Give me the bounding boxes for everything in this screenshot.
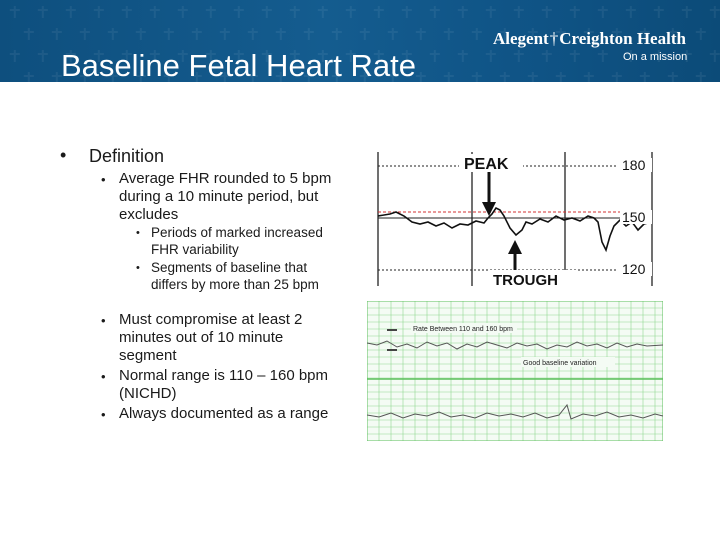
bullet-normal-range: Normal range is 110 – 160 bpm (NICHD) (119, 367, 329, 402)
bullet-icon: • (136, 227, 140, 239)
bullet-sub-variability: Periods of marked increased FHR variabil… (151, 225, 323, 257)
bullet-documented: Always documented as a range (119, 405, 329, 422)
bullet-average: Average FHR rounded to 5 bpm during a 10… (119, 170, 332, 223)
cross-pattern (9, 6, 720, 82)
logo-cross-icon: † (549, 29, 559, 48)
scale-180: 180 (622, 157, 646, 173)
slide-title: Baseline Fetal Heart Rate (61, 48, 416, 82)
baseline-variation-label: Good baseline variation (523, 360, 597, 367)
rate-range-label: Rate Between 110 and 160 bpm (413, 326, 513, 333)
bullet-icon: • (101, 407, 106, 422)
brand-tagline: On a mission (623, 51, 688, 63)
bullet-icon: • (101, 313, 106, 328)
logo-text-creighton: Creighton Health (559, 29, 686, 48)
fhr-tracing-peak-trough: PEAK TROUGH 180 150 120 (376, 150, 658, 288)
bullet-icon: • (101, 369, 106, 384)
bullet-icon: • (101, 172, 106, 187)
header-banner: Baseline Fetal Heart Rate Alegent†Creigh… (0, 0, 720, 82)
bullet-sub-segments: Segments of baseline that differs by mor… (151, 260, 319, 292)
scale-150: 150 (622, 209, 646, 225)
scale-120: 120 (622, 261, 646, 277)
bullet-compromise: Must compromise at least 2 minutes out o… (119, 311, 303, 364)
trough-label: TROUGH (493, 272, 558, 288)
logo-text-alegent: Alegent (493, 29, 549, 48)
peak-label: PEAK (464, 156, 509, 173)
bullet-icon: • (60, 145, 67, 165)
bullet-definition: Definition (89, 146, 165, 166)
fhr-tracing-green-grid: Rate Between 110 and 160 bpm Good baseli… (367, 301, 663, 441)
brand-logo: Alegent†Creighton Health (493, 29, 686, 49)
bullet-icon: • (136, 262, 140, 274)
